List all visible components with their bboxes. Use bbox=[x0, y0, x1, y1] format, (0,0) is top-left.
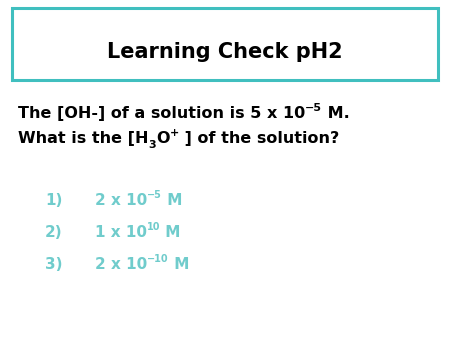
Text: M.: M. bbox=[322, 106, 350, 121]
Text: 2 x 10: 2 x 10 bbox=[95, 257, 147, 272]
Text: 3: 3 bbox=[148, 140, 156, 150]
Text: 10: 10 bbox=[147, 222, 161, 232]
Text: 2): 2) bbox=[45, 225, 63, 240]
FancyBboxPatch shape bbox=[12, 8, 438, 80]
Text: O: O bbox=[156, 131, 170, 146]
Text: ] of the solution?: ] of the solution? bbox=[179, 131, 339, 146]
Text: Learning Check pH2: Learning Check pH2 bbox=[107, 42, 343, 62]
Text: What is the [H: What is the [H bbox=[18, 131, 149, 146]
Text: −5: −5 bbox=[305, 103, 322, 113]
Text: M: M bbox=[162, 193, 183, 208]
Text: M: M bbox=[161, 225, 181, 240]
Text: The [OH-] of a solution is 5 x 10: The [OH-] of a solution is 5 x 10 bbox=[18, 106, 305, 121]
Text: 3): 3) bbox=[45, 257, 63, 272]
Text: −10: −10 bbox=[147, 254, 169, 264]
Text: M: M bbox=[169, 257, 189, 272]
Text: 2 x 10: 2 x 10 bbox=[95, 193, 147, 208]
Text: 1): 1) bbox=[45, 193, 63, 208]
Text: −5: −5 bbox=[147, 190, 162, 200]
Text: +: + bbox=[170, 128, 179, 138]
Text: 1 x 10: 1 x 10 bbox=[95, 225, 147, 240]
